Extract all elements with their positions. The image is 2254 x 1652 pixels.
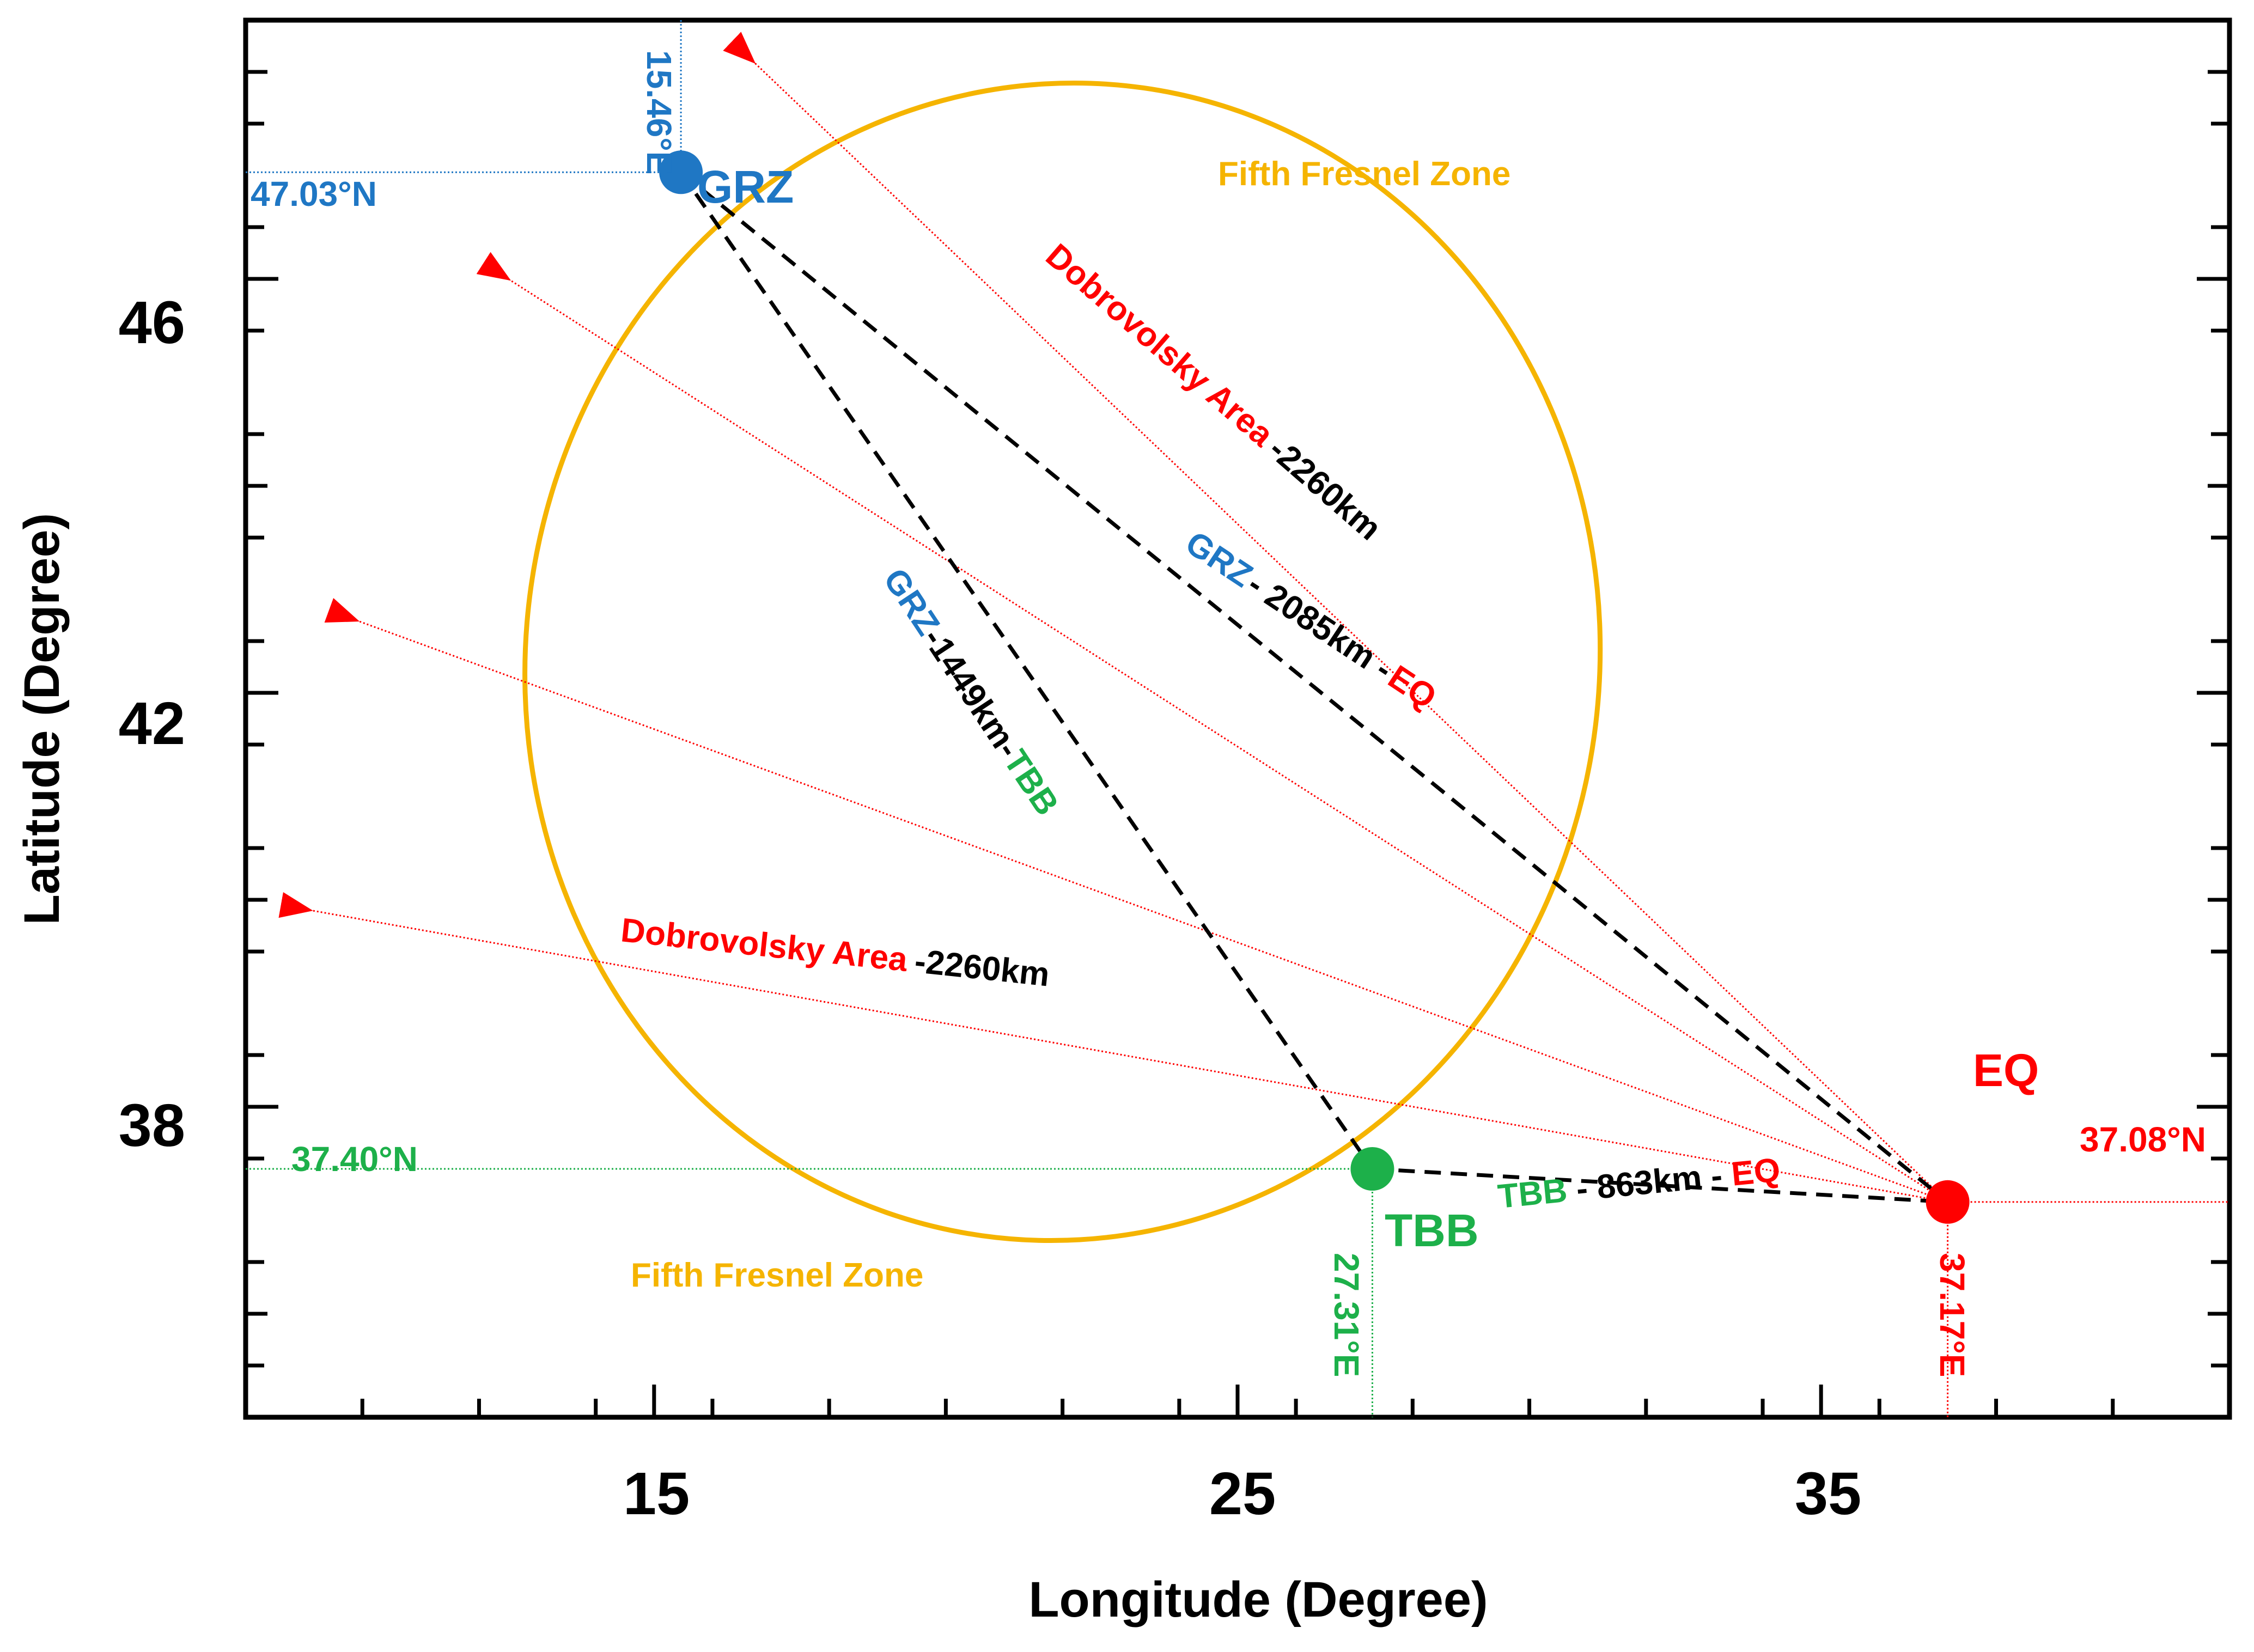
grz-lon-label: 15.46°E bbox=[639, 50, 679, 174]
dobrovolsky-arrows bbox=[278, 32, 1948, 1203]
axis-ticks bbox=[246, 70, 2229, 1417]
tbb-eq-distance: - 863km - bbox=[1565, 1156, 1733, 1209]
y-tick-label-42: 42 bbox=[119, 690, 185, 757]
path-grz-tbb bbox=[679, 171, 1374, 1170]
tbb-eq-from: TBB bbox=[1496, 1172, 1569, 1216]
station-marker-tbb bbox=[1350, 1147, 1394, 1191]
station-marker-grz bbox=[659, 150, 703, 194]
path-tbb-eq bbox=[1372, 1167, 1948, 1204]
x-tick-label-35: 35 bbox=[1795, 1460, 1861, 1527]
dobrovolsky-arrow-3 bbox=[278, 892, 1948, 1203]
tbb-lon-label: 27.31°E bbox=[1327, 1253, 1366, 1377]
y-tick-label-38: 38 bbox=[119, 1092, 185, 1159]
dobrovolsky-arrow-2 bbox=[324, 598, 1948, 1203]
x-axis-title: Longitude (Degree) bbox=[1028, 1572, 1488, 1627]
fresnel-zone-label-bottom: Fifth Fresnel Zone bbox=[631, 1257, 923, 1294]
dobrovolsky-lower-area: Dobrovolsky Area bbox=[619, 911, 910, 979]
station-points bbox=[659, 150, 1970, 1224]
dobrovolsky-lower-distance: -2260km bbox=[913, 942, 1051, 994]
grz-tbb-distance: -1449km- bbox=[916, 621, 1028, 764]
grz-eq-from: GRZ bbox=[1179, 524, 1259, 595]
station-marker-eq bbox=[1926, 1180, 1970, 1224]
grz-station-label: GRZ bbox=[697, 161, 794, 212]
dobrovolsky-arrow-1 bbox=[476, 252, 1948, 1203]
grz-lat-label: 47.03°N bbox=[251, 174, 377, 214]
x-tick-label-25: 25 bbox=[1209, 1460, 1276, 1527]
tbb-eq-distance-label: TBB - 863km - EQ bbox=[1496, 1151, 1782, 1216]
dobrovolsky-arrow-0 bbox=[723, 32, 1948, 1203]
y-axis-title: Latitude (Degree) bbox=[14, 513, 70, 925]
eq-station-label: EQ bbox=[1973, 1045, 2039, 1096]
eq-lat-label: 37.08°N bbox=[2080, 1120, 2206, 1159]
dobrovolsky-upper-distance: -2260km bbox=[1262, 430, 1388, 547]
grz-eq-distance: - 2085km - bbox=[1241, 565, 1399, 688]
y-tick-label-46: 46 bbox=[119, 289, 185, 356]
path-grz-eq bbox=[679, 170, 1949, 1204]
tbb-eq-to: EQ bbox=[1729, 1151, 1782, 1193]
dobrovolsky-lower-label: Dobrovolsky Area -2260km bbox=[619, 911, 1051, 993]
grz-tbb-distance-label: GRZ-1449km-TBB bbox=[876, 562, 1065, 822]
dobrovolsky-upper-area: Dobrovolsky Area bbox=[1039, 236, 1281, 454]
tbb-lat-label: 37.40°N bbox=[291, 1139, 418, 1179]
eq-lon-label: 37.17°E bbox=[1933, 1253, 1972, 1377]
grz-eq-distance-label: GRZ- 2085km -EQ bbox=[1179, 524, 1443, 716]
coordinate-guides bbox=[246, 20, 2229, 1417]
x-tick-label-15: 15 bbox=[623, 1460, 690, 1527]
tbb-station-label: TBB bbox=[1385, 1205, 1479, 1256]
fresnel-zone-ellipse bbox=[522, 80, 1603, 1243]
station-paths bbox=[679, 170, 1949, 1204]
fresnel-zone-label-top: Fifth Fresnel Zone bbox=[1218, 155, 1510, 193]
